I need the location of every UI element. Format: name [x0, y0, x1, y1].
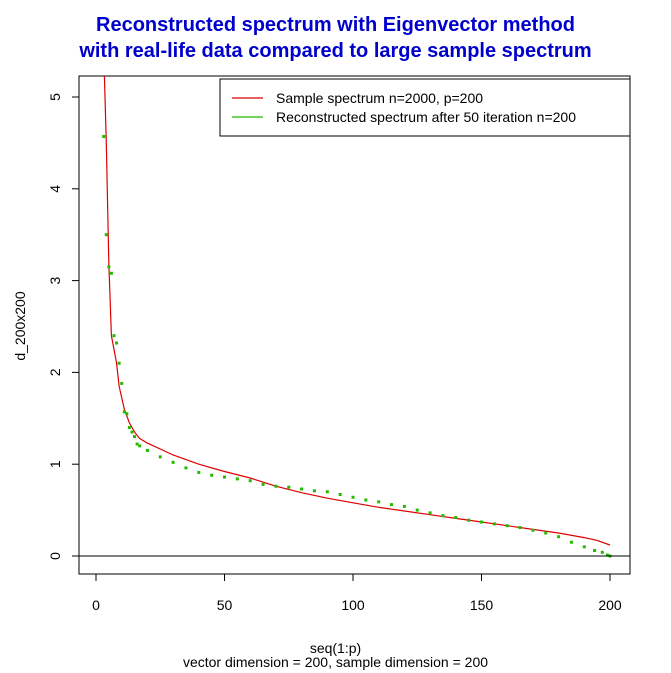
- chart-title-line-2: with real-life data compared to large sa…: [79, 40, 592, 62]
- y-tick-label: 5: [47, 93, 63, 101]
- data-point-reconstructed: [492, 522, 496, 526]
- data-point-reconstructed: [115, 341, 119, 345]
- data-point-reconstructed: [261, 482, 265, 486]
- data-point-reconstructed: [120, 381, 124, 385]
- legend-label-sample: Sample spectrum n=2000, p=200: [276, 90, 483, 106]
- data-point-reconstructed: [122, 410, 126, 414]
- legend-label-reconstructed: Reconstructed spectrum after 50 iteratio…: [276, 109, 576, 125]
- data-point-reconstructed: [133, 435, 137, 439]
- data-point-reconstructed: [274, 484, 278, 488]
- data-point-reconstructed: [467, 518, 471, 522]
- data-point-reconstructed: [582, 545, 586, 549]
- x-tick-label: 200: [598, 597, 622, 613]
- data-point-reconstructed: [109, 271, 113, 275]
- y-tick-label: 3: [47, 276, 63, 284]
- data-point-reconstructed: [102, 134, 106, 138]
- data-point-reconstructed: [544, 531, 548, 535]
- data-point-reconstructed: [125, 412, 129, 416]
- x-axis-label: seq(1:p): [309, 640, 362, 656]
- data-point-reconstructed: [127, 425, 131, 429]
- x-tick-label: 100: [341, 597, 365, 613]
- data-point-reconstructed: [248, 479, 252, 483]
- data-point-reconstructed: [557, 535, 561, 539]
- data-point-reconstructed: [145, 448, 149, 452]
- chart-subtitle: vector dimension = 200, sample dimension…: [182, 654, 489, 670]
- data-point-reconstructed: [223, 475, 226, 479]
- data-point-reconstructed: [415, 508, 419, 512]
- data-point-reconstructed: [480, 520, 483, 524]
- y-tick-label: 2: [47, 368, 63, 376]
- data-point-reconstructed: [138, 444, 142, 448]
- y-axis-label: d_200x200: [12, 291, 28, 361]
- series-line-sample-spectrum: [103, 76, 611, 546]
- data-point-reconstructed: [135, 442, 139, 446]
- data-point-reconstructed: [300, 487, 304, 491]
- data-point-reconstructed: [351, 495, 355, 499]
- data-point-reconstructed: [390, 503, 394, 507]
- data-point-reconstructed: [364, 498, 368, 502]
- data-point-reconstructed: [107, 265, 111, 269]
- y-tick-label: 1: [47, 460, 63, 468]
- data-point-reconstructed: [197, 470, 201, 474]
- x-tick-label: 50: [217, 597, 233, 613]
- legend-box: [219, 78, 631, 137]
- data-point-reconstructed: [325, 490, 329, 494]
- x-tick-label: 0: [92, 597, 100, 613]
- data-point-reconstructed: [171, 460, 175, 464]
- data-point-reconstructed: [338, 492, 342, 496]
- data-point-reconstructed: [402, 504, 406, 508]
- data-point-reconstructed: [112, 334, 116, 338]
- data-point-reconstructed: [531, 528, 535, 532]
- legend: Sample spectrum n=2000, p=200 Reconstruc…: [219, 78, 631, 137]
- data-point-reconstructed: [130, 430, 134, 434]
- data-point-reconstructed: [235, 477, 239, 481]
- data-point-reconstructed: [600, 550, 604, 554]
- data-point-reconstructed: [377, 500, 381, 504]
- data-point-reconstructed: [312, 489, 316, 493]
- data-point-reconstructed: [605, 553, 609, 557]
- chart-title-line-1: Reconstructed spectrum with Eigenvector …: [96, 14, 575, 36]
- data-point-reconstructed: [441, 514, 445, 518]
- data-point-reconstructed: [104, 233, 108, 237]
- y-tick-label: 4: [47, 185, 63, 193]
- data-point-reconstructed: [518, 526, 522, 530]
- data-point-reconstructed: [454, 515, 458, 519]
- data-point-reconstructed: [158, 455, 162, 459]
- data-point-reconstructed: [569, 540, 573, 544]
- y-tick-label: 0: [47, 552, 63, 560]
- data-point-reconstructed: [505, 524, 509, 528]
- data-point-reconstructed: [184, 466, 188, 470]
- data-point-reconstructed: [428, 511, 432, 515]
- data-point-reconstructed: [287, 485, 291, 489]
- data-point-reconstructed: [593, 548, 597, 552]
- plot-frame: [78, 75, 631, 575]
- data-point-reconstructed: [117, 361, 121, 365]
- data-point-reconstructed: [210, 473, 214, 477]
- x-tick-label: 150: [470, 597, 494, 613]
